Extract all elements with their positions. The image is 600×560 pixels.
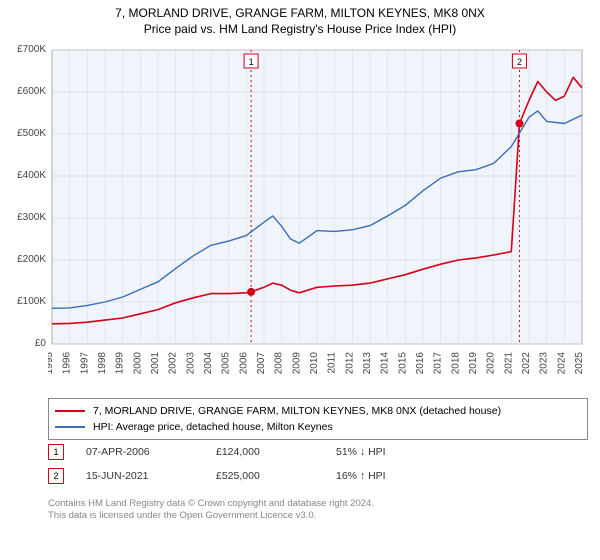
legend-label: HPI: Average price, detached house, Milt… xyxy=(93,421,333,433)
sale-marker: 1 xyxy=(48,444,64,460)
svg-text:2002: 2002 xyxy=(168,352,179,375)
svg-text:2006: 2006 xyxy=(238,352,249,375)
svg-text:1997: 1997 xyxy=(79,352,90,375)
y-tick-label: £0 xyxy=(2,338,46,349)
svg-text:2: 2 xyxy=(517,57,522,67)
footer-line1: Contains HM Land Registry data © Crown c… xyxy=(48,498,374,510)
svg-text:2016: 2016 xyxy=(415,352,426,375)
svg-text:2004: 2004 xyxy=(203,352,214,375)
footer-line2: This data is licensed under the Open Gov… xyxy=(48,510,374,522)
svg-text:2022: 2022 xyxy=(521,352,532,375)
chart-title-address: 7, MORLAND DRIVE, GRANGE FARM, MILTON KE… xyxy=(0,6,600,20)
svg-text:1: 1 xyxy=(249,57,254,67)
sale-delta: 16% ↑ HPI xyxy=(336,470,456,482)
sale-row: 2 15-JUN-2021£525,00016% ↑ HPI xyxy=(48,464,456,488)
sale-date: 15-JUN-2021 xyxy=(86,470,216,482)
svg-text:2013: 2013 xyxy=(362,352,373,375)
svg-text:2023: 2023 xyxy=(539,352,550,375)
svg-text:2014: 2014 xyxy=(380,352,391,375)
y-tick-label: £100K xyxy=(2,296,46,307)
svg-text:2020: 2020 xyxy=(486,352,497,375)
sale-row: 1 07-APR-2006£124,00051% ↓ HPI xyxy=(48,440,456,464)
sales-table: 1 07-APR-2006£124,00051% ↓ HPI 2 15-JUN-202… xyxy=(48,440,456,488)
legend-label: 7, MORLAND DRIVE, GRANGE FARM, MILTON KE… xyxy=(93,405,501,417)
svg-text:1995: 1995 xyxy=(48,352,55,375)
y-tick-label: £600K xyxy=(2,86,46,97)
sale-date: 07-APR-2006 xyxy=(86,446,216,458)
legend-item: HPI: Average price, detached house, Milt… xyxy=(55,419,581,435)
svg-text:1996: 1996 xyxy=(62,352,73,375)
sale-marker: 2 xyxy=(48,468,64,484)
legend: 7, MORLAND DRIVE, GRANGE FARM, MILTON KE… xyxy=(48,398,588,440)
legend-swatch xyxy=(55,426,85,428)
svg-text:1999: 1999 xyxy=(115,352,126,375)
y-tick-label: £200K xyxy=(2,254,46,265)
svg-text:2012: 2012 xyxy=(344,352,355,375)
svg-text:2011: 2011 xyxy=(327,352,338,374)
svg-text:2017: 2017 xyxy=(433,352,444,375)
svg-text:2024: 2024 xyxy=(556,352,567,375)
sale-price: £525,000 xyxy=(216,470,336,482)
svg-text:1998: 1998 xyxy=(97,352,108,375)
svg-text:2021: 2021 xyxy=(503,352,514,375)
footer-attribution: Contains HM Land Registry data © Crown c… xyxy=(48,498,374,523)
svg-text:2008: 2008 xyxy=(274,352,285,375)
y-tick-label: £500K xyxy=(2,128,46,139)
sale-delta: 51% ↓ HPI xyxy=(336,446,456,458)
svg-text:2000: 2000 xyxy=(132,352,143,375)
chart: 1 2 1995 1996 1997 1998 1999 2000 2001 2002 2003 20… xyxy=(48,44,588,384)
svg-text:2019: 2019 xyxy=(468,352,479,375)
y-tick-label: £400K xyxy=(2,170,46,181)
svg-text:2001: 2001 xyxy=(150,352,161,375)
y-tick-label: £300K xyxy=(2,212,46,223)
svg-text:2005: 2005 xyxy=(221,352,232,375)
svg-text:2025: 2025 xyxy=(574,352,585,375)
sale-price: £124,000 xyxy=(216,446,336,458)
svg-text:2003: 2003 xyxy=(185,352,196,375)
svg-text:2009: 2009 xyxy=(291,352,302,375)
svg-text:2007: 2007 xyxy=(256,352,267,375)
svg-text:2010: 2010 xyxy=(309,352,320,375)
svg-text:2015: 2015 xyxy=(397,352,408,375)
legend-swatch xyxy=(55,410,85,412)
legend-item: 7, MORLAND DRIVE, GRANGE FARM, MILTON KE… xyxy=(55,403,581,419)
chart-title-sub: Price paid vs. HM Land Registry's House … xyxy=(0,22,600,36)
svg-text:2018: 2018 xyxy=(450,352,461,375)
y-tick-label: £700K xyxy=(2,44,46,55)
